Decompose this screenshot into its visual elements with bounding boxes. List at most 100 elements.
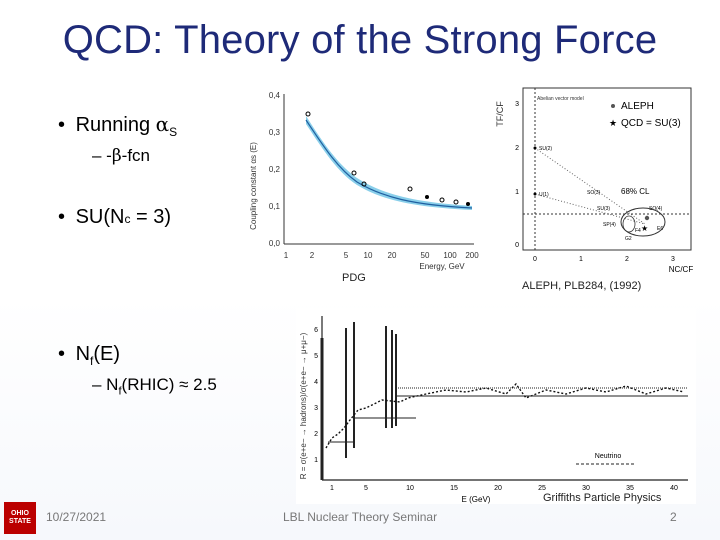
data-point bbox=[466, 202, 470, 206]
bullet-text: SU(N bbox=[75, 206, 125, 228]
x-tick: 30 bbox=[582, 485, 590, 492]
alpha-xlabel: Energy, GeV bbox=[419, 262, 465, 271]
r-data-series bbox=[325, 382, 685, 449]
aleph-ylabel: TF/CF bbox=[495, 101, 505, 127]
x-tick: 200 bbox=[465, 251, 479, 260]
data-point bbox=[407, 186, 413, 192]
alpha-ylabel: Coupling constant αs (E) bbox=[249, 142, 258, 230]
data-point bbox=[305, 111, 311, 117]
r-xlabel: E (GeV) bbox=[462, 495, 491, 504]
x-tick: 5 bbox=[344, 251, 349, 260]
group-label: U(1) bbox=[539, 192, 549, 198]
alpha-curve bbox=[305, 119, 473, 209]
caption-aleph: ALEPH, PLB284, (1992) bbox=[522, 280, 642, 292]
group-label: SO(3) bbox=[587, 190, 601, 196]
group-label: G2 bbox=[625, 236, 632, 242]
r-ylabel: R = σ(e+e− → hadrons)/σ(e+e− → μ+μ−) bbox=[299, 332, 308, 479]
legend-qcd: QCD = SU(3) bbox=[621, 118, 681, 129]
x-tick: 50 bbox=[421, 251, 430, 260]
qcd-star: ★ bbox=[641, 224, 648, 233]
bullet-sun: • SU(Nc = 3) bbox=[58, 206, 171, 229]
guide-line bbox=[534, 193, 646, 225]
x-tick: 5 bbox=[364, 485, 368, 492]
sub-bullet-text: – N bbox=[92, 375, 119, 394]
aleph-xlabel: NC/CF bbox=[669, 265, 694, 274]
plot-background bbox=[495, 84, 695, 274]
x-tick: 0 bbox=[533, 256, 537, 263]
y-tick: 0 bbox=[515, 242, 519, 249]
alpha-subscript: S bbox=[169, 125, 178, 139]
r-ratio-plot: R = σ(e+e− → hadrons)/σ(e+e− → μ+μ−) Neu… bbox=[296, 308, 696, 504]
beta-symbol: β bbox=[111, 146, 122, 166]
aleph-measurement bbox=[644, 215, 650, 221]
group-label: E6 bbox=[657, 226, 663, 232]
x-tick: 10 bbox=[406, 485, 414, 492]
group-label: SO(4) bbox=[649, 206, 663, 212]
nf-subscript: f bbox=[118, 385, 122, 398]
data-point bbox=[439, 197, 445, 203]
x-tick: 35 bbox=[626, 485, 634, 492]
alpha-symbol: α bbox=[155, 112, 170, 136]
sub-bullet-text-after: (RHIC) ≈ 2.5 bbox=[121, 375, 217, 394]
bullet-nf: • Nf(E) bbox=[58, 343, 120, 368]
bullet-text: N bbox=[75, 343, 91, 365]
y-tick: 3 bbox=[314, 405, 318, 412]
x-tick: 2 bbox=[310, 251, 315, 260]
data-point bbox=[361, 181, 367, 187]
plot-background bbox=[296, 308, 696, 504]
legend-marker bbox=[611, 104, 615, 108]
x-tick: 10 bbox=[364, 251, 373, 260]
x-tick: 15 bbox=[450, 485, 458, 492]
confidence-ellipse bbox=[620, 207, 666, 237]
bullet-dot: • bbox=[58, 343, 66, 365]
guide-line bbox=[534, 147, 646, 225]
group-label: SU(3) bbox=[597, 206, 610, 212]
x-tick: 3 bbox=[671, 256, 675, 263]
sub-bullet-nf-rhic: – Nf(RHIC) ≈ 2.5 bbox=[92, 375, 217, 397]
group-point bbox=[533, 146, 537, 150]
x-tick: 1 bbox=[284, 251, 289, 260]
y-tick: 4 bbox=[314, 379, 318, 386]
slide-title: QCD: Theory of the Strong Force bbox=[62, 18, 658, 62]
footer-seminar: LBL Nuclear Theory Seminar bbox=[283, 510, 438, 524]
data-point bbox=[425, 195, 429, 199]
x-tick: 40 bbox=[670, 485, 678, 492]
y-tick: 0,1 bbox=[269, 202, 281, 211]
y-tick: 0,2 bbox=[269, 165, 281, 174]
y-tick: 2 bbox=[515, 145, 519, 152]
aleph-color-factor-plot: TF/CF 3 2 1 0 0 1 2 3 NC/CF Abelian vect… bbox=[495, 84, 695, 274]
cl-label: 68% CL bbox=[621, 187, 650, 196]
x-tick: 20 bbox=[388, 251, 397, 260]
bullet-text: Running bbox=[75, 114, 156, 136]
y-tick: 6 bbox=[314, 327, 318, 334]
x-tick: 2 bbox=[625, 256, 629, 263]
alpha-running-plot: Coupling constant αs (E) 0,4 0,3 0,2 0,1… bbox=[242, 86, 487, 271]
legend-star: ★ bbox=[609, 118, 617, 128]
footer-page-number: 2 bbox=[670, 510, 677, 524]
y-tick: 3 bbox=[515, 101, 519, 108]
y-tick: 1 bbox=[515, 189, 519, 196]
x-tick: 1 bbox=[330, 485, 334, 492]
logo-text: OHIO STATE bbox=[9, 510, 31, 525]
x-tick: 1 bbox=[579, 256, 583, 263]
ohio-state-logo: OHIO STATE bbox=[4, 502, 36, 534]
legend-aleph: ALEPH bbox=[621, 101, 654, 112]
data-point bbox=[351, 170, 357, 176]
bullet-text-after: = 3) bbox=[130, 206, 172, 228]
y-tick: 2 bbox=[314, 431, 318, 438]
y-tick: 1 bbox=[314, 457, 318, 464]
y-tick: 0,4 bbox=[269, 91, 281, 100]
legend-small: Abelian vector model bbox=[537, 96, 584, 102]
y-tick: 5 bbox=[314, 353, 318, 360]
sub-bullet-text: -fcn bbox=[121, 146, 151, 165]
plot-frame bbox=[522, 87, 692, 251]
bullet-dot: • bbox=[58, 114, 66, 136]
footer-date: 10/27/2021 bbox=[46, 510, 107, 524]
x-tick: 100 bbox=[443, 251, 457, 260]
nc-subscript: c bbox=[124, 212, 131, 226]
group-label: F4 bbox=[635, 228, 641, 234]
bullet-running-alpha: • Running αS bbox=[58, 112, 177, 139]
data-point bbox=[453, 199, 459, 205]
neutrino-annotation: Neutrino bbox=[595, 453, 622, 460]
nf-subscript: f bbox=[90, 354, 94, 368]
